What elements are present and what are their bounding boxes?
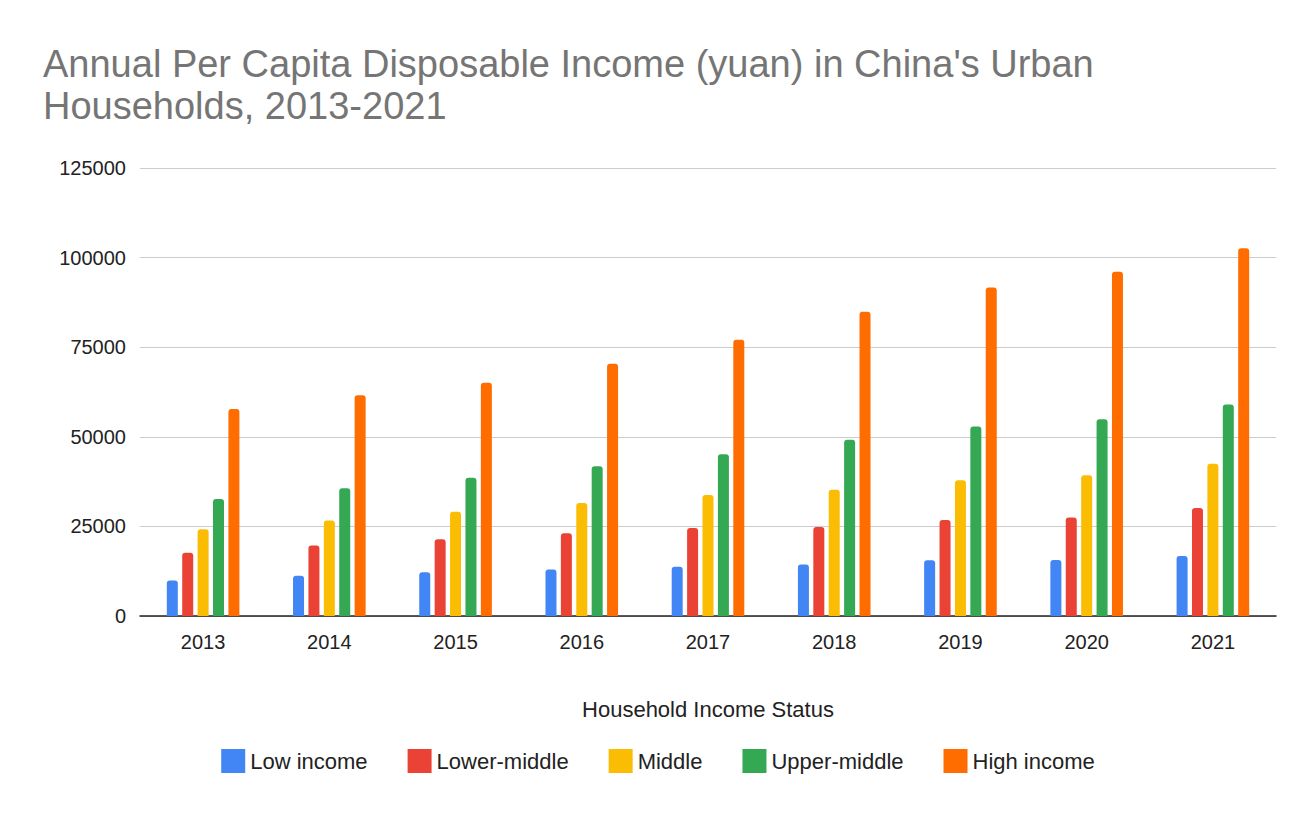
svg-text:Annual Per Capita Disposable I: Annual Per Capita Disposable Income (yua… (43, 43, 1104, 85)
svg-text:2015: 2015 (433, 631, 478, 653)
svg-text:0: 0 (115, 605, 126, 627)
svg-text:2020: 2020 (1064, 631, 1109, 653)
svg-text:25000: 25000 (70, 515, 126, 537)
svg-text:2014: 2014 (307, 631, 352, 653)
svg-text:Lower-middle: Lower-middle (437, 749, 569, 774)
svg-text:Households, 2013-2021: Households, 2013-2021 (43, 85, 447, 127)
svg-text:2021: 2021 (1191, 631, 1236, 653)
svg-text:100000: 100000 (59, 247, 126, 269)
svg-text:75000: 75000 (70, 336, 126, 358)
svg-text:2019: 2019 (938, 631, 983, 653)
svg-text:2017: 2017 (686, 631, 731, 653)
svg-text:Middle: Middle (638, 749, 703, 774)
svg-text:2018: 2018 (812, 631, 857, 653)
svg-text:Upper-middle: Upper-middle (771, 749, 903, 774)
svg-text:2013: 2013 (181, 631, 226, 653)
svg-text:125000: 125000 (59, 157, 126, 179)
svg-text:2016: 2016 (560, 631, 605, 653)
svg-text:High income: High income (973, 749, 1095, 774)
svg-text:50000: 50000 (70, 426, 126, 448)
svg-text:Household Income Status: Household Income Status (582, 697, 834, 722)
svg-text:Low income: Low income (250, 749, 367, 774)
